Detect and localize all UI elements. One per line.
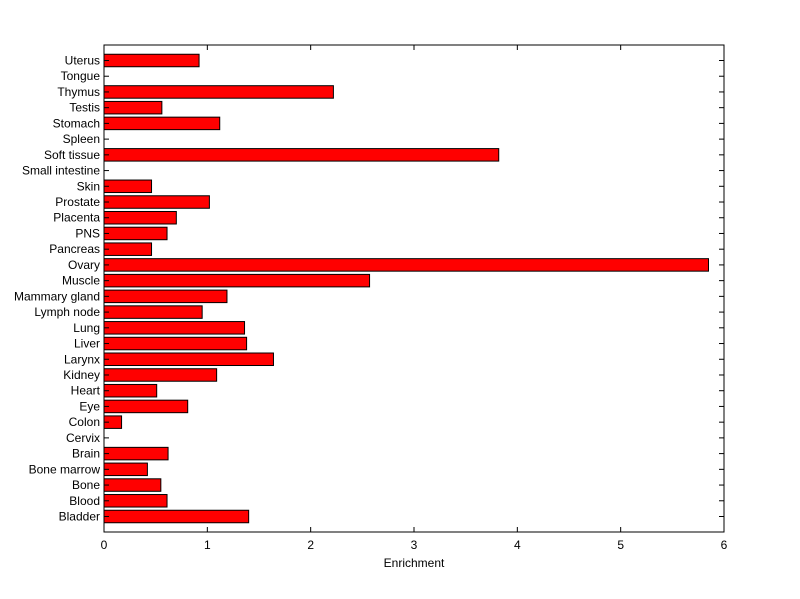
y-tick-label: Bone marrow bbox=[29, 462, 101, 476]
bar-soft-tissue bbox=[103, 148, 500, 162]
bar-eye bbox=[103, 399, 189, 414]
bar-thymus bbox=[103, 85, 334, 99]
bar-testis bbox=[103, 100, 163, 115]
bar-pns bbox=[103, 226, 168, 241]
y-tick-label: Eye bbox=[79, 399, 100, 413]
bar-uterus bbox=[103, 53, 200, 68]
bar-placenta bbox=[103, 210, 177, 225]
y-tick-label: Muscle bbox=[62, 274, 100, 288]
bar-ovary bbox=[103, 258, 709, 272]
bar-larynx bbox=[103, 352, 274, 367]
y-tick-label: Mammary gland bbox=[14, 289, 100, 303]
x-tick-label: 3 bbox=[411, 538, 418, 552]
y-tick-label: Liver bbox=[74, 337, 100, 351]
x-ticks-group: 0 1 2 3 4 5 6 bbox=[101, 45, 728, 552]
y-tick-label: Testis bbox=[69, 101, 100, 115]
y-tick-label: Blood bbox=[69, 494, 100, 508]
bar-bone-marrow bbox=[103, 462, 148, 477]
bar-prostate bbox=[103, 195, 210, 209]
y-tick-label: Thymus bbox=[57, 85, 100, 99]
x-tick-label: 5 bbox=[617, 538, 624, 552]
y-tick-label: Cervix bbox=[66, 431, 100, 445]
x-tick-label: 1 bbox=[204, 538, 211, 552]
bar-lymph-node bbox=[103, 305, 203, 319]
bars-group bbox=[103, 53, 709, 524]
y-tick-label: Pancreas bbox=[49, 242, 100, 256]
y-tick-label: Placenta bbox=[53, 211, 100, 225]
y-tick-label: Brain bbox=[72, 447, 100, 461]
y-tick-label: Colon bbox=[69, 415, 100, 429]
bar-lung bbox=[103, 321, 246, 335]
y-tick-label: Bladder bbox=[59, 510, 100, 524]
x-tick-label: 6 bbox=[721, 538, 728, 552]
y-tick-label: Kidney bbox=[63, 368, 100, 382]
y-tick-label: Lung bbox=[73, 321, 100, 335]
x-axis-label: Enrichment bbox=[384, 556, 445, 570]
x-tick-label: 2 bbox=[307, 538, 314, 552]
bar-heart bbox=[103, 383, 158, 398]
x-tick-label: 0 bbox=[101, 538, 108, 552]
x-tick-label: 4 bbox=[514, 538, 521, 552]
y-tick-label: Skin bbox=[77, 179, 100, 193]
bar-bone bbox=[103, 478, 162, 492]
bar-liver bbox=[103, 336, 248, 351]
y-tick-label: Small intestine bbox=[22, 164, 100, 178]
bar-mammary-gland bbox=[103, 289, 228, 304]
y-tick-label: Soft tissue bbox=[44, 148, 100, 162]
y-tick-label: Lymph node bbox=[34, 305, 100, 319]
y-tick-label: Bone bbox=[72, 478, 100, 492]
bar-kidney bbox=[103, 368, 218, 382]
y-tick-label: Heart bbox=[71, 384, 101, 398]
y-tick-label: Spleen bbox=[63, 132, 100, 146]
y-tick-label: Uterus bbox=[65, 54, 100, 68]
y-tick-label: Tongue bbox=[61, 69, 101, 83]
y-tick-label: PNS bbox=[75, 226, 100, 240]
bar-skin bbox=[103, 179, 153, 194]
bar-muscle bbox=[103, 273, 371, 288]
bar-blood bbox=[103, 494, 168, 508]
bar-pancreas bbox=[103, 242, 153, 256]
bar-bladder bbox=[103, 509, 250, 524]
y-tick-label: Larynx bbox=[64, 352, 100, 366]
bar-stomach bbox=[103, 116, 221, 131]
y-tick-label: Stomach bbox=[53, 116, 100, 130]
bar-brain bbox=[103, 446, 169, 461]
y-tick-label: Prostate bbox=[55, 195, 100, 209]
y-tick-label: Ovary bbox=[68, 258, 100, 272]
